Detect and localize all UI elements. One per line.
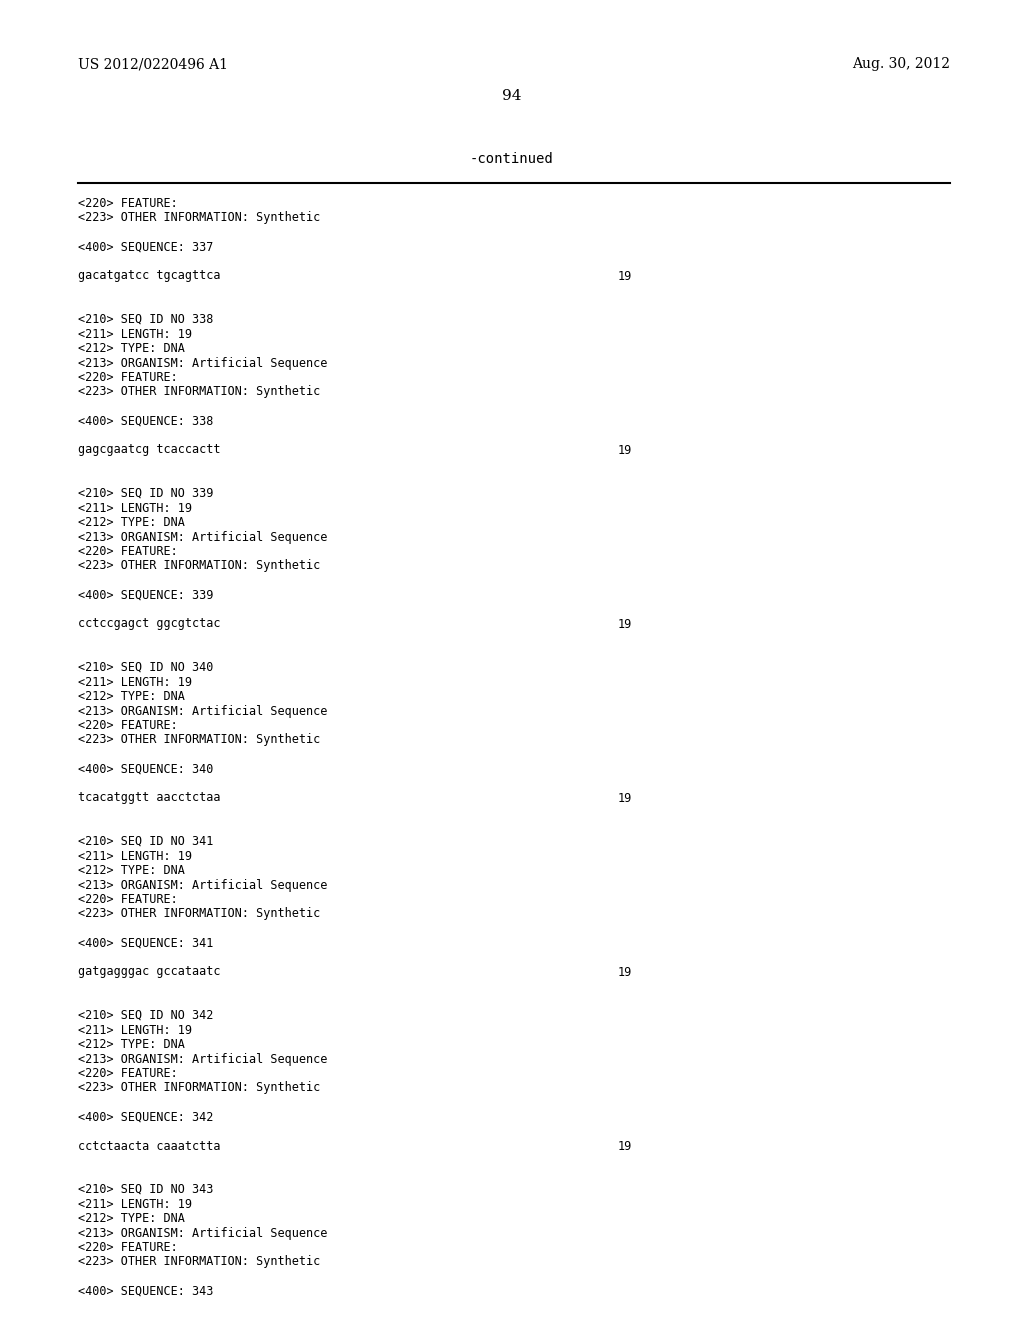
Text: US 2012/0220496 A1: US 2012/0220496 A1 — [78, 57, 228, 71]
Text: <213> ORGANISM: Artificial Sequence: <213> ORGANISM: Artificial Sequence — [78, 1226, 328, 1239]
Text: <223> OTHER INFORMATION: Synthetic: <223> OTHER INFORMATION: Synthetic — [78, 211, 321, 224]
Text: <220> FEATURE:: <220> FEATURE: — [78, 719, 178, 733]
Text: <211> LENGTH: 19: <211> LENGTH: 19 — [78, 1197, 193, 1210]
Text: <220> FEATURE:: <220> FEATURE: — [78, 1241, 178, 1254]
Text: 19: 19 — [618, 618, 632, 631]
Text: 19: 19 — [618, 269, 632, 282]
Text: <220> FEATURE:: <220> FEATURE: — [78, 545, 178, 558]
Text: <220> FEATURE:: <220> FEATURE: — [78, 371, 178, 384]
Text: <220> FEATURE:: <220> FEATURE: — [78, 197, 178, 210]
Text: Aug. 30, 2012: Aug. 30, 2012 — [852, 57, 950, 71]
Text: <212> TYPE: DNA: <212> TYPE: DNA — [78, 690, 185, 704]
Text: <211> LENGTH: 19: <211> LENGTH: 19 — [78, 850, 193, 862]
Text: <400> SEQUENCE: 339: <400> SEQUENCE: 339 — [78, 589, 213, 602]
Text: <223> OTHER INFORMATION: Synthetic: <223> OTHER INFORMATION: Synthetic — [78, 1081, 321, 1094]
Text: cctccgagct ggcgtctac: cctccgagct ggcgtctac — [78, 618, 220, 631]
Text: <213> ORGANISM: Artificial Sequence: <213> ORGANISM: Artificial Sequence — [78, 531, 328, 544]
Text: <212> TYPE: DNA: <212> TYPE: DNA — [78, 1038, 185, 1051]
Text: <220> FEATURE:: <220> FEATURE: — [78, 1067, 178, 1080]
Text: <211> LENGTH: 19: <211> LENGTH: 19 — [78, 327, 193, 341]
Text: <213> ORGANISM: Artificial Sequence: <213> ORGANISM: Artificial Sequence — [78, 705, 328, 718]
Text: <212> TYPE: DNA: <212> TYPE: DNA — [78, 1212, 185, 1225]
Text: <400> SEQUENCE: 342: <400> SEQUENCE: 342 — [78, 1110, 213, 1123]
Text: 19: 19 — [618, 444, 632, 457]
Text: <213> ORGANISM: Artificial Sequence: <213> ORGANISM: Artificial Sequence — [78, 1052, 328, 1065]
Text: <212> TYPE: DNA: <212> TYPE: DNA — [78, 516, 185, 529]
Text: <223> OTHER INFORMATION: Synthetic: <223> OTHER INFORMATION: Synthetic — [78, 734, 321, 747]
Text: <220> FEATURE:: <220> FEATURE: — [78, 894, 178, 906]
Text: 19: 19 — [618, 792, 632, 804]
Text: <211> LENGTH: 19: <211> LENGTH: 19 — [78, 1023, 193, 1036]
Text: <213> ORGANISM: Artificial Sequence: <213> ORGANISM: Artificial Sequence — [78, 356, 328, 370]
Text: <210> SEQ ID NO 343: <210> SEQ ID NO 343 — [78, 1183, 213, 1196]
Text: gatgagggac gccataatc: gatgagggac gccataatc — [78, 965, 220, 978]
Text: <400> SEQUENCE: 337: <400> SEQUENCE: 337 — [78, 240, 213, 253]
Text: <210> SEQ ID NO 342: <210> SEQ ID NO 342 — [78, 1008, 213, 1022]
Text: 19: 19 — [618, 965, 632, 978]
Text: <210> SEQ ID NO 338: <210> SEQ ID NO 338 — [78, 313, 213, 326]
Text: <400> SEQUENCE: 340: <400> SEQUENCE: 340 — [78, 763, 213, 776]
Text: <212> TYPE: DNA: <212> TYPE: DNA — [78, 342, 185, 355]
Text: <210> SEQ ID NO 339: <210> SEQ ID NO 339 — [78, 487, 213, 500]
Text: gagcgaatcg tcaccactt: gagcgaatcg tcaccactt — [78, 444, 220, 457]
Text: -continued: -continued — [470, 152, 554, 166]
Text: <211> LENGTH: 19: <211> LENGTH: 19 — [78, 502, 193, 515]
Text: <223> OTHER INFORMATION: Synthetic: <223> OTHER INFORMATION: Synthetic — [78, 385, 321, 399]
Text: <210> SEQ ID NO 341: <210> SEQ ID NO 341 — [78, 836, 213, 847]
Text: 94: 94 — [502, 88, 522, 103]
Text: <223> OTHER INFORMATION: Synthetic: <223> OTHER INFORMATION: Synthetic — [78, 560, 321, 573]
Text: <212> TYPE: DNA: <212> TYPE: DNA — [78, 865, 185, 876]
Text: <210> SEQ ID NO 340: <210> SEQ ID NO 340 — [78, 661, 213, 675]
Text: <400> SEQUENCE: 343: <400> SEQUENCE: 343 — [78, 1284, 213, 1298]
Text: <211> LENGTH: 19: <211> LENGTH: 19 — [78, 676, 193, 689]
Text: <400> SEQUENCE: 341: <400> SEQUENCE: 341 — [78, 936, 213, 949]
Text: <223> OTHER INFORMATION: Synthetic: <223> OTHER INFORMATION: Synthetic — [78, 1255, 321, 1269]
Text: 19: 19 — [618, 1139, 632, 1152]
Text: <400> SEQUENCE: 338: <400> SEQUENCE: 338 — [78, 414, 213, 428]
Text: cctctaacta caaatctta: cctctaacta caaatctta — [78, 1139, 220, 1152]
Text: tcacatggtt aacctctaa: tcacatggtt aacctctaa — [78, 792, 220, 804]
Text: <213> ORGANISM: Artificial Sequence: <213> ORGANISM: Artificial Sequence — [78, 879, 328, 891]
Text: <223> OTHER INFORMATION: Synthetic: <223> OTHER INFORMATION: Synthetic — [78, 908, 321, 920]
Text: gacatgatcc tgcagttca: gacatgatcc tgcagttca — [78, 269, 220, 282]
